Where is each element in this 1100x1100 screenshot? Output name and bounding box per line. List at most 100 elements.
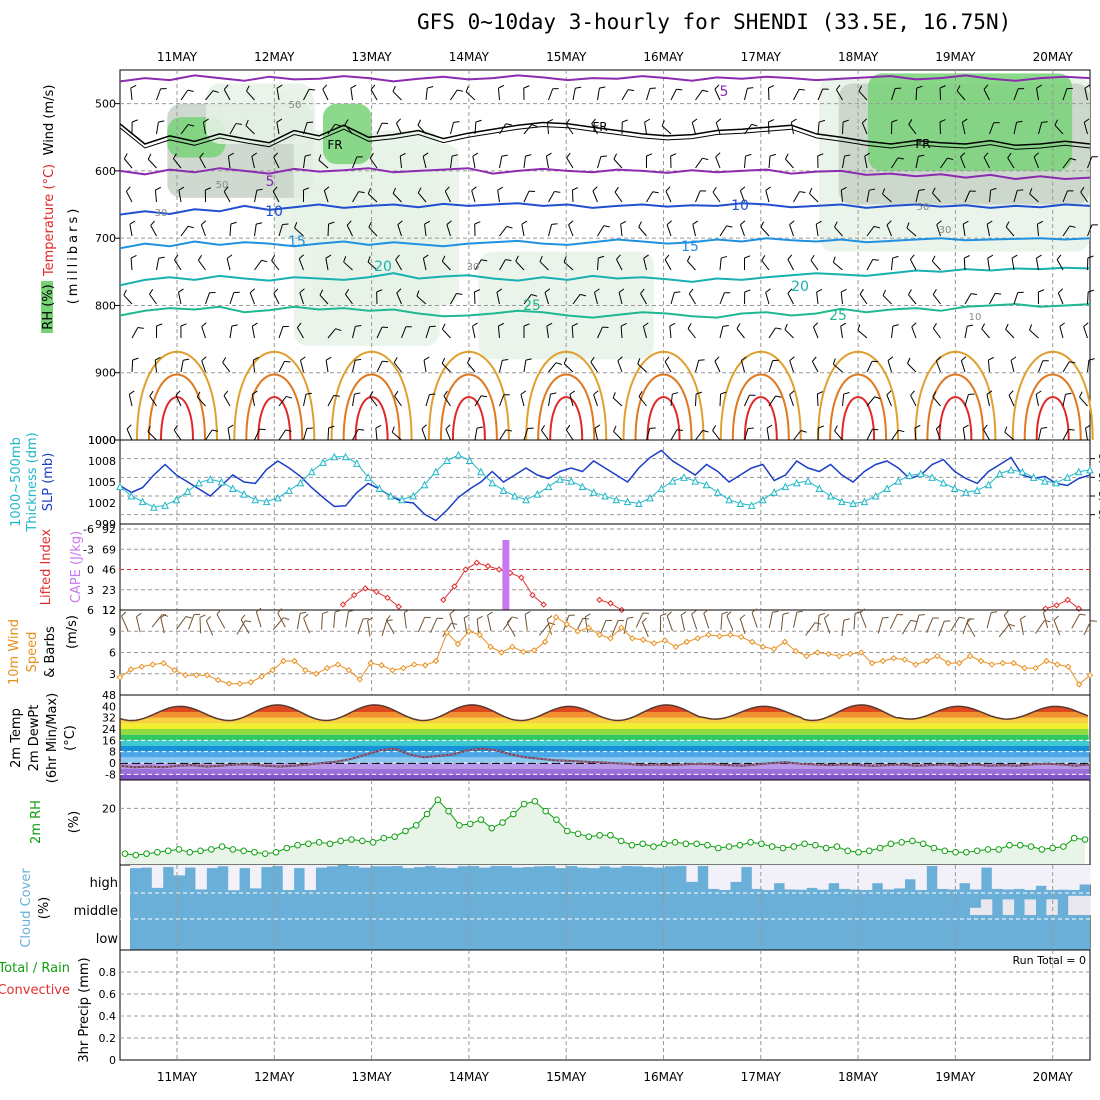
y-tick-label: 3 xyxy=(87,584,94,597)
rh-shading xyxy=(313,144,460,306)
wind-barb xyxy=(1062,88,1068,101)
wind-barb-flag xyxy=(187,89,194,92)
wind-barb xyxy=(222,362,231,373)
wind-barb xyxy=(343,261,353,271)
wind-barb-flag xyxy=(423,254,429,259)
cloud-high-gap xyxy=(795,865,807,890)
wind-barb-flag xyxy=(276,118,283,123)
wind-barb-flag xyxy=(676,429,683,431)
wind-barb xyxy=(178,190,182,203)
wind-barb-flag xyxy=(1003,610,1009,616)
wind-barb xyxy=(520,394,525,407)
wind-barb xyxy=(352,360,356,373)
y-axis-label-part: SLP (mb) xyxy=(41,453,56,512)
wind-barb xyxy=(273,157,280,169)
wind-barb xyxy=(809,193,819,203)
wind-barb-flag xyxy=(613,425,617,432)
y-axis-label: Cloud Cover (%) xyxy=(19,868,52,948)
wind-speed-marker xyxy=(912,661,919,668)
thickness-marker xyxy=(330,452,339,461)
wind-barb-flag xyxy=(476,426,483,429)
thickness-marker xyxy=(116,482,124,491)
wind-speed-marker xyxy=(520,648,527,655)
thickness-marker xyxy=(928,473,936,481)
wind-barb xyxy=(866,396,876,407)
y-axis-label-wind: Wind (m/s) xyxy=(42,85,57,156)
wind-barb xyxy=(594,428,598,441)
wind-barb-flag xyxy=(676,88,683,91)
wind-speed-marker xyxy=(585,624,592,631)
y-axis-label: Wind (m/s)Temperature (°C) xyxy=(42,85,57,277)
wind-barb xyxy=(278,429,287,441)
wind-barb xyxy=(251,394,255,407)
wind-barb-flag xyxy=(505,259,512,261)
wind-barb xyxy=(744,124,753,135)
wind-barb-flag xyxy=(1083,118,1090,123)
temperature-contour xyxy=(1023,373,1082,441)
thickness-marker xyxy=(578,482,587,491)
wind-barb xyxy=(620,325,623,339)
wind-barb-flag xyxy=(1087,289,1095,293)
wind-barb xyxy=(638,226,647,237)
cloud-high-gap xyxy=(282,865,295,890)
dewpoint-line xyxy=(119,747,1091,769)
isotherm-line xyxy=(119,125,1091,150)
wind-speed-marker xyxy=(258,673,265,680)
wind-barb xyxy=(670,429,678,441)
wind-barb-flag xyxy=(487,611,493,616)
wind-speed-marker xyxy=(1021,664,1028,672)
isotherm-line xyxy=(119,74,1091,83)
wind-barb-flag xyxy=(501,154,508,157)
wind-barb-flag xyxy=(817,391,824,395)
wind-barb xyxy=(983,89,990,101)
rh-marker xyxy=(251,848,258,856)
wind-barb xyxy=(597,88,600,101)
wind-barb-flag xyxy=(824,613,830,619)
wind-speed-marker xyxy=(541,638,549,646)
wind-barb xyxy=(1059,326,1064,339)
wind-barb xyxy=(642,326,647,339)
wind-barb xyxy=(646,428,651,441)
wind-barb xyxy=(817,122,820,135)
y-axis-label-part: Thickness (dm) xyxy=(25,432,40,532)
wind-barb xyxy=(323,190,329,203)
temperature-contour xyxy=(938,396,973,441)
wind-barb xyxy=(817,88,824,101)
contour-label: 25 xyxy=(829,308,847,324)
temperature-contour xyxy=(719,350,802,441)
thickness-marker xyxy=(251,495,260,504)
wind-barb-flag xyxy=(546,615,553,620)
wind-barb xyxy=(584,616,589,633)
wind-barb-flag xyxy=(813,322,819,328)
wind-barb-flag xyxy=(223,390,229,396)
wind-barb-flag xyxy=(970,293,978,296)
wind-barb xyxy=(767,87,770,101)
wind-barb-flag xyxy=(687,323,692,329)
wind-barb xyxy=(240,619,250,634)
wind-barb-flag xyxy=(818,425,825,429)
wind-barb xyxy=(381,620,388,636)
cloud-high-gap xyxy=(697,865,709,867)
wind-barb xyxy=(423,360,427,373)
wind-barb-flag xyxy=(520,390,527,395)
wind-barb-flag xyxy=(784,153,789,160)
wind-barb-flag xyxy=(964,255,970,259)
wind-barb xyxy=(205,620,214,636)
thickness-marker xyxy=(1074,467,1083,476)
wind-barb xyxy=(597,257,599,271)
wind-barb xyxy=(571,189,574,203)
wind-barb-flag xyxy=(231,324,238,327)
wind-barb-flag xyxy=(456,293,463,295)
wind-barb xyxy=(149,395,157,407)
lifted-index-marker xyxy=(1064,596,1071,604)
wind-speed-marker xyxy=(618,624,625,631)
wind-barb xyxy=(646,191,654,203)
wind-barb-flag xyxy=(230,221,237,225)
wind-barb-flag xyxy=(691,610,697,615)
wind-barb xyxy=(1083,620,1092,636)
wind-barb-flag xyxy=(173,424,178,431)
contour-label: 30 xyxy=(467,262,480,273)
thickness-marker xyxy=(341,452,350,461)
